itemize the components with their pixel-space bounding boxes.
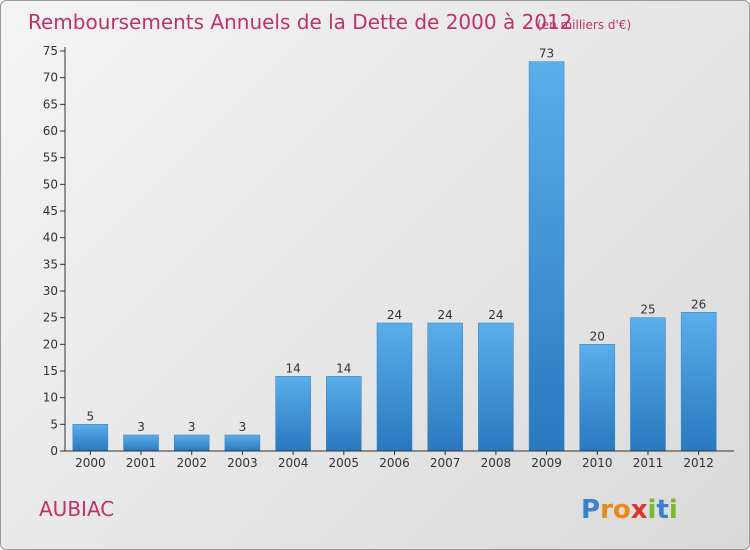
bar [123,434,159,452]
x-tick-label: 2009 [531,456,562,470]
x-tick-label: 2001 [126,456,157,470]
y-tick-label: 25 [43,311,58,325]
y-tick-label: 55 [43,151,58,165]
bar [427,322,463,452]
bar-value-label: 24 [488,308,503,322]
bar-value-label: 26 [691,297,706,311]
bar-value-label: 73 [539,47,554,61]
y-tick-label: 75 [43,44,58,58]
bar-value-label: 25 [640,303,655,317]
y-tick-label: 35 [43,257,58,271]
bar [528,61,565,452]
bar-value-label: 3 [239,420,247,434]
y-axis: 0 5 10 15 20 25 30 35 40 45 50 55 60 65 70 75 [43,44,66,458]
bar [630,317,666,452]
x-tick-label: 2005 [329,456,360,470]
x-tick-label: 2012 [683,456,714,470]
bar [579,344,616,452]
y-tick-label: 15 [43,364,58,378]
x-tick-label: 2000 [75,456,106,470]
logo-letter: P [581,495,600,525]
y-tick-label: 5 [50,417,58,431]
bar [72,424,109,452]
y-tick-label: 0 [50,444,58,458]
bar [376,322,413,452]
x-tick-label: 2002 [176,456,207,470]
commune-name: AUBIAC [39,497,114,521]
bar [680,312,717,452]
y-tick-label: 10 [43,391,58,405]
logo-letter: o [613,495,631,525]
x-tick-label: 2008 [481,456,512,470]
logo-letter: t [656,495,668,525]
logo-letter: i [669,495,678,525]
x-tick-label: 2010 [582,456,613,470]
x-tick-label: 2003 [227,456,258,470]
x-tick-label: 2006 [379,456,410,470]
x-tick-label: 2007 [430,456,461,470]
chart-subtitle: (en milliers d'€) [537,18,631,32]
logo-letter: r [600,495,613,525]
proxiti-logo: Proxiti [581,495,678,525]
bar-value-label: 24 [438,308,453,322]
logo-letter: i [648,495,657,525]
x-tick-label: 2011 [633,456,664,470]
bar [275,376,311,452]
bar-value-label: 3 [137,420,145,434]
y-tick-label: 30 [43,284,58,298]
logo-letter: x [631,495,648,525]
bar [478,322,514,452]
y-tick-label: 40 [43,231,58,245]
x-tick-label: 2004 [278,456,309,470]
bar-value-label: 20 [590,329,605,343]
bar [326,376,362,452]
y-tick-label: 70 [43,71,58,85]
y-tick-label: 60 [43,124,58,138]
bar-value-label: 3 [188,420,196,434]
bar [224,434,261,452]
bar [173,434,210,452]
bars: 5 3 3 3 14 14 24 24 24 73 20 25 26 [72,47,717,452]
y-tick-label: 20 [43,337,58,351]
bar-value-label: 14 [336,361,351,375]
bar-value-label: 24 [387,308,402,322]
chart-title: Remboursements Annuels de la Dette de 20… [28,10,572,34]
y-tick-label: 45 [43,204,58,218]
x-axis: 2000 2001 2002 2003 2004 2005 2006 2007 2008 2009… [65,450,734,470]
y-tick-label: 65 [43,97,58,111]
bar-value-label: 14 [285,361,300,375]
bar-value-label: 5 [87,409,95,423]
y-tick-label: 50 [43,177,58,191]
